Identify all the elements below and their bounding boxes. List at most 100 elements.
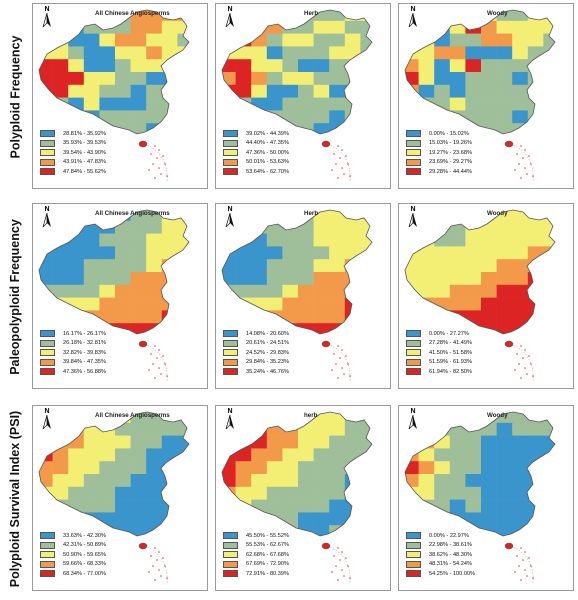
- grid-cell: [298, 435, 314, 449]
- grid-cell: [405, 272, 419, 286]
- panel-title: All Chinese Angiosperms: [95, 412, 170, 419]
- grid-cell: [360, 435, 372, 449]
- grid-cell: [115, 272, 131, 286]
- north-arrow-icon: [225, 212, 234, 229]
- island-dot: [148, 369, 150, 371]
- grid-cell: [161, 284, 178, 298]
- grid-cell: [360, 448, 372, 462]
- grid-cell: [329, 233, 346, 247]
- grid-cell: [130, 474, 147, 488]
- grid-cell: [52, 412, 69, 424]
- grid-cell: [434, 33, 451, 47]
- island-dot: [518, 163, 520, 165]
- grid-cell: [329, 486, 346, 500]
- grid-cell: [496, 246, 513, 260]
- grid-cell: [161, 246, 178, 260]
- grid-cell: [161, 323, 178, 334]
- grid-cell: [465, 448, 482, 462]
- grid-cell: [282, 461, 299, 475]
- island-dot: [524, 551, 526, 553]
- grid-cell: [481, 33, 497, 47]
- grid-cell: [465, 220, 482, 234]
- grid-cell: [329, 246, 346, 260]
- panel-title: Woody: [487, 210, 508, 217]
- china-map: [221, 411, 373, 585]
- island-dot: [337, 177, 339, 179]
- island-dot: [162, 355, 164, 357]
- grid-cell: [360, 72, 372, 86]
- china-border: [38, 9, 190, 135]
- grid-cell: [146, 259, 163, 273]
- island-dot: [520, 579, 522, 581]
- grid-cell: [115, 46, 131, 60]
- grid-cell: [449, 97, 466, 111]
- legend-item: 39.02% - 44.39%: [223, 129, 289, 138]
- grid-cell: [99, 84, 116, 98]
- grid-cell: [481, 474, 497, 488]
- grid-cell: [512, 123, 529, 134]
- legend-item: 44.40% - 47.35%: [223, 139, 289, 148]
- grid-cell: [52, 246, 69, 260]
- grid-cell: [39, 512, 53, 526]
- grid-cell: [282, 259, 299, 273]
- grid-cell: [313, 284, 330, 298]
- grid-cell: [298, 272, 314, 286]
- grid-cell: [496, 110, 513, 124]
- north-arrow-label: N: [227, 6, 233, 13]
- grid-cell: [543, 284, 555, 298]
- legend-item: 29.28% - 44.44%: [406, 167, 472, 176]
- grid-cell: [481, 246, 497, 260]
- island-dot: [333, 153, 335, 155]
- hainan-island: [504, 140, 514, 148]
- legend-swatch: [406, 149, 421, 157]
- grid-cell: [418, 272, 435, 286]
- grid-cell: [543, 72, 555, 86]
- north-arrow-icon: [42, 414, 51, 431]
- grid-cell: [496, 323, 513, 334]
- grid-cell: [329, 10, 346, 22]
- grid-cell: [115, 72, 131, 86]
- grid-cell: [83, 46, 100, 60]
- grid-cell: [83, 461, 100, 475]
- grid-cell: [313, 97, 330, 111]
- grid-cell: [52, 422, 69, 436]
- grid-cell: [329, 448, 346, 462]
- grid-cell: [418, 10, 435, 22]
- island-dot: [343, 575, 345, 577]
- grid-cell: [360, 323, 372, 334]
- legend-label: 0.00% - 27.27%: [429, 330, 469, 337]
- north-arrow-label: N: [44, 206, 50, 213]
- grid-cell: [465, 512, 482, 526]
- grid-cell: [146, 512, 163, 526]
- grid-cell: [115, 448, 131, 462]
- north-arrow-label: N: [227, 206, 233, 213]
- grid-cell: [83, 220, 100, 234]
- grid-cell: [130, 259, 147, 273]
- grid-cell: [130, 412, 147, 424]
- grid-cell: [329, 72, 346, 86]
- grid-cell: [222, 499, 236, 513]
- grid-cell: [161, 220, 178, 234]
- grid-cell: [251, 220, 268, 234]
- legend-swatch: [223, 149, 238, 157]
- grid-cell: [418, 448, 435, 462]
- legend-label: 42.31% - 50.89%: [63, 542, 106, 549]
- legend-item: 19.27% - 23.68%: [406, 148, 472, 157]
- grid-cell: [83, 97, 100, 111]
- grid-cell: [99, 97, 116, 111]
- grid-cell: [177, 323, 189, 334]
- legend-item: 26.18% - 32.81%: [40, 339, 106, 348]
- grid-cell: [68, 448, 85, 462]
- grid-cell: [52, 233, 69, 247]
- island-dot: [152, 363, 154, 365]
- grid-cell: [251, 20, 268, 34]
- legend-swatch: [406, 339, 421, 347]
- hainan-island: [504, 340, 514, 348]
- grid-cell: [496, 97, 513, 111]
- grid-cell: [512, 72, 529, 86]
- island-dot: [158, 349, 160, 351]
- grid-cell: [68, 297, 85, 311]
- grid-cell: [360, 97, 372, 111]
- island-dot: [158, 367, 160, 369]
- grid-cell: [222, 474, 236, 488]
